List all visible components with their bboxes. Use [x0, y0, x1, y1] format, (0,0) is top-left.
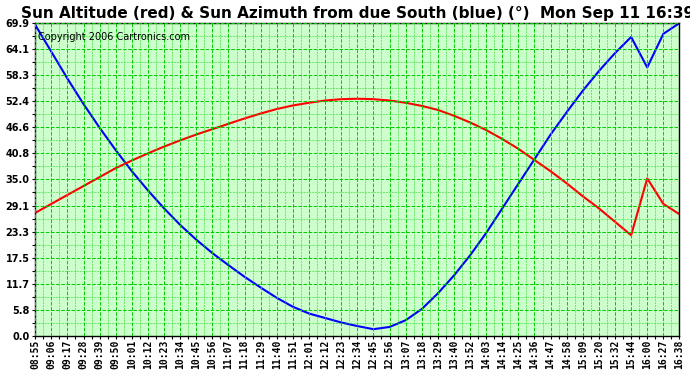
Title: Sun Altitude (red) & Sun Azimuth from due South (blue) (°)  Mon Sep 11 16:39: Sun Altitude (red) & Sun Azimuth from du… [21, 6, 690, 21]
Text: Copyright 2006 Cartronics.com: Copyright 2006 Cartronics.com [39, 33, 190, 42]
